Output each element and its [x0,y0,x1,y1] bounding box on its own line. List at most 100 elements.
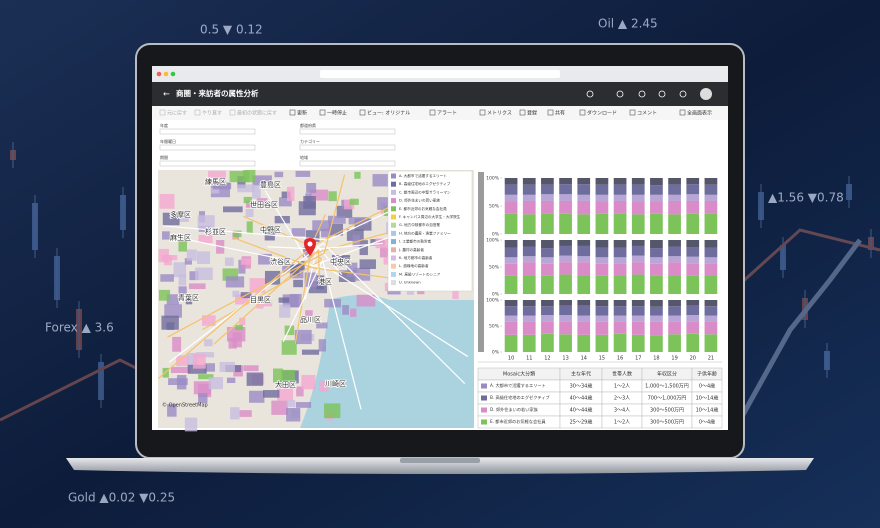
bar-segment [650,275,663,294]
map-area [176,355,189,366]
filter-dropdown[interactable] [159,128,256,135]
toolbar-icon[interactable] [579,109,586,116]
toolbar-icon[interactable] [547,109,554,116]
bar-segment [504,257,518,264]
toolbar-button[interactable]: やり直す [202,110,222,117]
ticker-label: Oil ▲ 2.45 [598,17,658,31]
map-area [286,407,301,422]
toolbar-button[interactable]: 登録 [527,110,537,117]
y-tick-label: 0% [492,350,500,356]
window-minimize[interactable] [163,71,169,77]
table-cell-text: E. 都市近郊のお気軽な会社員 [490,418,546,425]
bar-segment [595,300,609,307]
bar-segment [704,275,718,294]
toolbar-icon[interactable] [679,109,686,116]
toolbar-icon[interactable] [159,109,166,116]
bar-segment [631,321,645,335]
avatar[interactable] [700,88,712,100]
table-cell-text: 0～4歳 [699,419,715,426]
bar-segment [541,300,554,307]
map-area [195,267,213,280]
window-close[interactable] [156,71,162,77]
toolbar-button[interactable]: 元に戻す [167,110,187,117]
trend-line [737,238,862,422]
header-icon[interactable] [638,90,646,98]
bar-segment [522,194,536,201]
toolbar-icon[interactable] [519,109,526,116]
filter-dropdown[interactable] [159,160,256,167]
filter-label: 年間曜日 [160,138,176,144]
bar-segment [522,275,536,294]
bar-segment [668,275,681,294]
header-icon[interactable] [658,90,666,98]
bar-segment [613,306,627,316]
toolbar-icon[interactable] [359,109,366,116]
bar-segment [522,256,536,263]
table-header: Mosaic大分類 [503,371,535,378]
x-tick-label: 14 [581,356,587,362]
back-icon[interactable]: ← [163,90,170,99]
toolbar-button[interactable]: アラート [437,111,457,117]
toolbar-icon[interactable] [429,109,436,116]
window-zoom[interactable] [170,71,176,77]
map-area [264,227,275,241]
map-area [273,368,283,383]
toolbar-button[interactable]: 全画面表示 [687,110,712,117]
toolbar-button[interactable]: ビュー: オリジナル [367,110,410,117]
toolbar-icon[interactable] [194,109,201,116]
toolbar-button[interactable]: 最初の状態に戻す [237,110,277,117]
table-cell-text: 2～3人 [614,396,630,402]
map-area [383,257,390,265]
bar-segment [595,178,609,185]
toolbar-icon[interactable] [479,109,486,116]
toolbar-button[interactable]: 一時停止 [327,110,347,117]
bar-segment [613,300,627,307]
header-icon[interactable] [616,90,624,98]
bar-segment [613,315,627,322]
filter-dropdown[interactable] [299,160,396,167]
bar-segment [631,300,645,307]
toolbar-button[interactable]: ダウンロード [587,110,617,117]
bar-segment [686,247,700,257]
road [232,236,421,283]
table-header: 主な年代 [571,371,591,378]
filter-dropdown[interactable] [299,128,396,135]
toolbar-icon[interactable] [229,109,236,116]
bar-segment [631,245,645,256]
map-area [219,361,235,372]
bar-segment [522,246,536,257]
bar-segment [504,321,518,335]
map-pin-dot [307,241,313,247]
bar-segment [577,256,591,263]
map-label: 目黒区 [250,296,271,304]
y-tick-label: 50% [489,204,500,210]
map-area [293,279,303,288]
address-bar[interactable] [320,70,560,78]
header-icon[interactable] [586,90,594,98]
toolbar-icon[interactable] [319,109,326,116]
filter-dropdown[interactable] [159,144,256,151]
toolbar-icon[interactable] [289,109,296,116]
bar-segment [686,275,700,294]
candle [802,298,808,320]
toolbar-button[interactable]: メトリクス [487,111,512,117]
bar-segment [668,262,681,276]
toolbar-button[interactable]: 共有 [555,110,565,117]
toolbar-icon[interactable] [629,109,636,116]
map-pin[interactable] [304,238,316,256]
filter-dropdown[interactable] [299,144,396,151]
toolbar-button[interactable]: 更新 [297,110,307,117]
legend-label: F. キャンパス周辺の大学生・大学院生 [399,214,461,219]
bar-segment [613,247,627,258]
map-area [239,410,252,417]
bar-segment [631,306,645,316]
bar-segment [686,305,700,316]
bar-segment [686,213,700,234]
map-label: 青葉区 [178,293,199,302]
bar-segment [686,200,700,214]
header-icon[interactable] [679,90,687,98]
road [168,242,466,385]
ticker-label: Forex ▲ 3.6 [45,321,114,335]
toolbar-button[interactable]: コメント [637,111,657,117]
bar-segment [668,256,681,263]
